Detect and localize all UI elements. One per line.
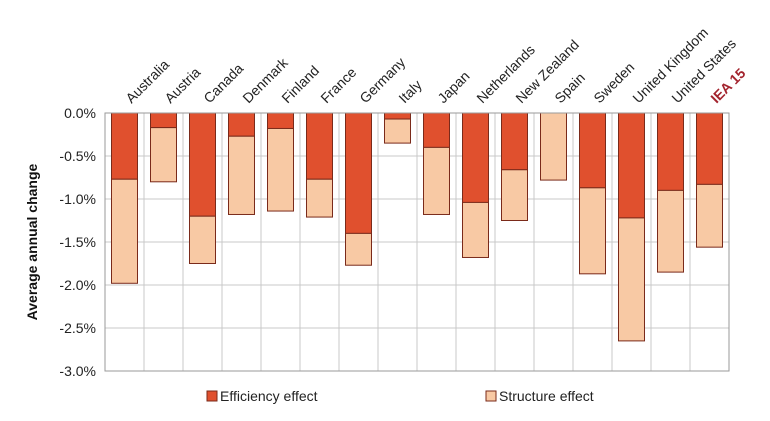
y-tick-label: -2.0%: [59, 277, 96, 293]
structure-bar-spain: [540, 112, 567, 181]
y-axis-title: Average annual change: [24, 163, 40, 320]
y-tick-label: -2.5%: [59, 320, 96, 336]
legend-label-efficiency: Efficiency effect: [220, 388, 318, 404]
structure-bar-austria: [150, 127, 177, 183]
efficiency-bar-italy: [384, 112, 411, 120]
y-tick-label: -3.0%: [59, 363, 96, 379]
legend-swatch-structure: [485, 390, 497, 402]
x-category-label: Italy: [395, 77, 424, 106]
y-tick-label: -1.0%: [59, 191, 96, 207]
structure-bar-france: [306, 178, 333, 218]
structure-bar-italy: [384, 118, 411, 144]
plot-area-frame: [104, 112, 730, 372]
structure-bar-united-states: [657, 189, 684, 273]
structure-bar-united-kingdom: [618, 217, 645, 342]
efficiency-bar-austria: [150, 112, 177, 129]
efficiency-bar-sweden: [579, 112, 606, 189]
legend-swatch-efficiency: [206, 390, 218, 402]
efficiency-bar-netherlands: [462, 112, 489, 203]
efficiency-bar-finland: [267, 112, 294, 129]
x-category-label: France: [317, 64, 359, 106]
structure-bar-australia: [111, 178, 138, 284]
structure-bar-finland: [267, 127, 294, 212]
y-tick-label: -0.5%: [59, 148, 96, 164]
x-axis-category-labels: AustraliaAustriaCanadaDenmarkFinlandFran…: [122, 24, 748, 106]
efficiency-bar-japan: [423, 112, 450, 148]
efficiency-bar-iea-15: [696, 112, 723, 185]
structure-bar-denmark: [228, 135, 255, 215]
efficiency-bar-united-states: [657, 112, 684, 191]
efficiency-bar-denmark: [228, 112, 255, 137]
efficiency-bar-australia: [111, 112, 138, 180]
y-tick-label: 0.0%: [64, 105, 96, 121]
y-tick-label: -1.5%: [59, 234, 96, 250]
x-category-label: Spain: [551, 69, 588, 106]
legend: Efficiency effect Structure effect: [206, 388, 594, 404]
efficiency-bar-united-kingdom: [618, 112, 645, 219]
structure-bar-netherlands: [462, 201, 489, 258]
structure-bar-canada: [189, 215, 216, 264]
legend-label-structure: Structure effect: [499, 388, 594, 404]
x-category-label: Japan: [434, 68, 472, 106]
efficiency-bar-france: [306, 112, 333, 180]
x-category-label: Canada: [200, 60, 246, 106]
efficiency-bar-germany: [345, 112, 372, 234]
x-category-label: Sweden: [590, 59, 637, 106]
efficiency-bar-canada: [189, 112, 216, 217]
structure-bar-sweden: [579, 187, 606, 275]
grid-lines: [105, 112, 729, 372]
structure-bar-iea-15: [696, 183, 723, 248]
structure-bar-new-zealand: [501, 169, 528, 221]
efficiency-bar-new-zealand: [501, 112, 528, 171]
structure-bar-japan: [423, 146, 450, 215]
structure-bar-germany: [345, 232, 372, 266]
y-axis-tick-labels: 0.0% -0.5% -1.0% -1.5% -2.0% -2.5% -3.0%: [59, 105, 96, 379]
bars: [111, 112, 723, 342]
